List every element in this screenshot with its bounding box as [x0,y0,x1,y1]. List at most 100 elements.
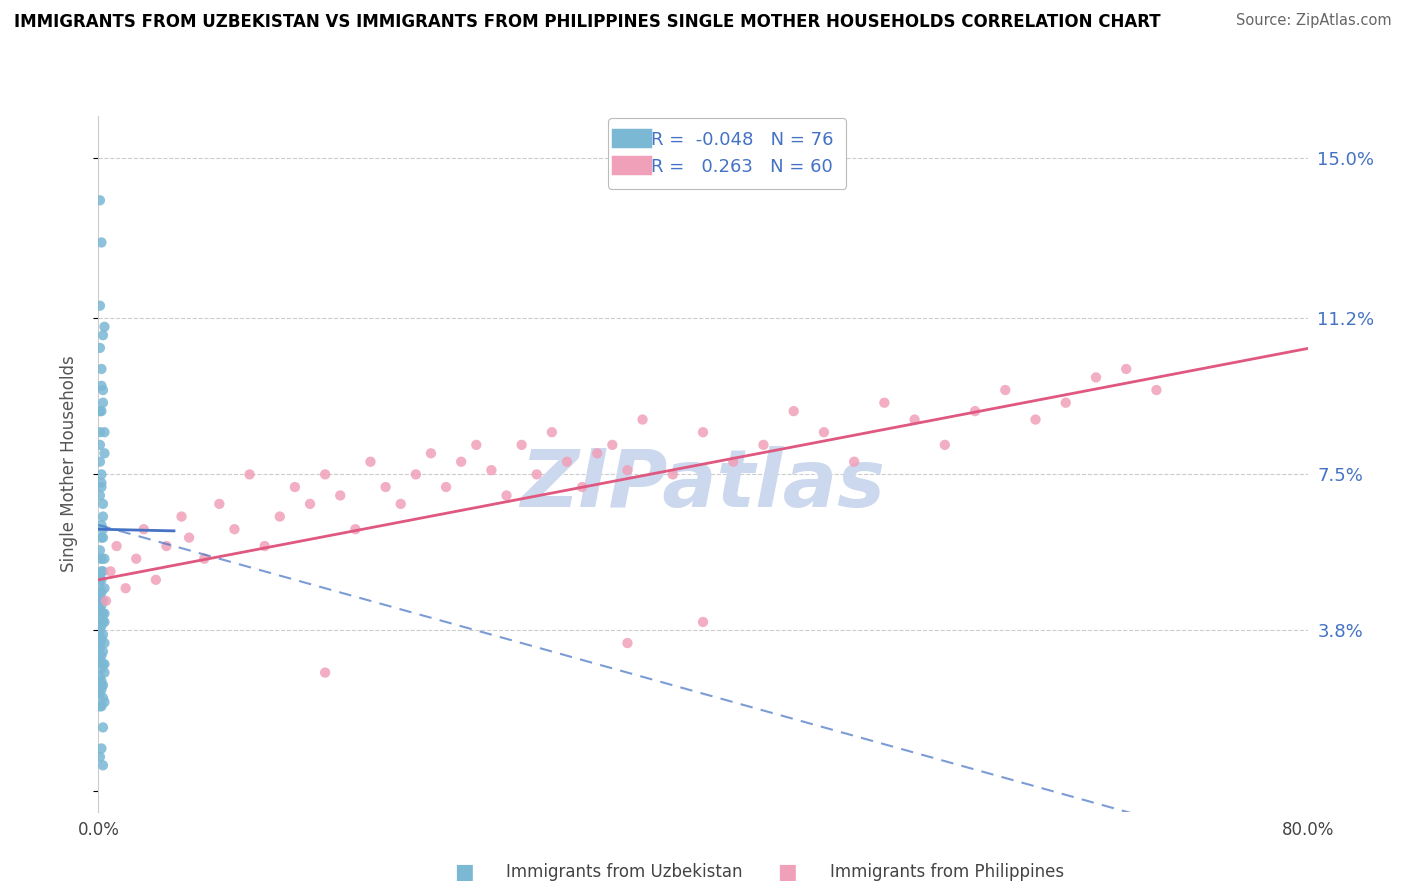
Point [723,455,745,469]
Text: IMMIGRANTS FROM UZBEKISTAN VS IMMIGRANTS FROM PHILIPPINES SINGLE MOTHER HOUSEHOL: IMMIGRANTS FROM UZBEKISTAN VS IMMIGRANTS… [14,13,1161,31]
Point [90,531,112,545]
Point [389,497,412,511]
Point [495,488,517,502]
Point [155,539,177,553]
Point [90,594,112,608]
Point [91,522,114,536]
Point [965,404,987,418]
Point [662,467,685,482]
Point [90,673,112,688]
Point [540,425,562,440]
Point [93,665,115,680]
Point [420,446,443,460]
Point [314,467,336,482]
Point [93,607,115,621]
Point [481,463,503,477]
Point [1115,362,1137,376]
Point [89,581,111,595]
Point [94,594,117,608]
Point [93,425,115,440]
Point [91,383,114,397]
Point [1144,383,1167,397]
Point [91,594,114,608]
Point [91,395,114,409]
Point [90,619,112,633]
Point [90,551,112,566]
Point [93,615,115,629]
Point [284,480,307,494]
Point [692,425,714,440]
Point [90,565,112,579]
Point [90,480,112,494]
Point [91,607,114,621]
Point [93,636,115,650]
Point [93,551,115,566]
Point [93,581,115,595]
Point [616,636,638,650]
Point [450,455,472,469]
Point [269,509,291,524]
Point [89,750,111,764]
Point [179,531,201,545]
Point [526,467,548,482]
Point [89,699,111,714]
Point [616,463,638,477]
Point [783,404,806,418]
Point [89,438,111,452]
Point [125,551,148,566]
Point [89,573,111,587]
Point [93,695,115,709]
Point [90,404,112,418]
Point [90,682,112,697]
Point [170,509,193,524]
Point [91,565,114,579]
Point [91,509,114,524]
Point [90,379,112,393]
Point [90,551,112,566]
Point [90,611,112,625]
Point [91,758,114,772]
Point [1054,395,1077,409]
Text: Source: ZipAtlas.com: Source: ZipAtlas.com [1236,13,1392,29]
Point [90,235,112,250]
Point [91,657,114,672]
Text: Immigrants from Philippines: Immigrants from Philippines [830,863,1064,881]
Point [90,573,112,587]
Point [89,602,111,616]
Point [1085,370,1108,384]
Point [344,522,367,536]
Point [91,615,114,629]
Point [132,522,155,536]
Text: ■: ■ [778,863,797,882]
Point [89,624,111,638]
Point [299,497,322,511]
Point [555,455,578,469]
Point [90,598,112,612]
Point [145,573,167,587]
Point [89,341,111,355]
Text: Immigrants from Uzbekistan: Immigrants from Uzbekistan [506,863,742,881]
Point [253,539,276,553]
Point [602,438,624,452]
Point [934,438,956,452]
Point [360,455,382,469]
Point [90,661,112,675]
Point [93,446,115,460]
Point [91,690,114,705]
Point [89,404,111,418]
Point [90,632,112,646]
Point [510,438,533,452]
Point [91,678,114,692]
Text: ZIPatlas: ZIPatlas [520,446,886,524]
Point [93,657,115,672]
Point [90,648,112,663]
Point [994,383,1017,397]
Point [100,565,122,579]
Legend: R =  -0.048   N = 76, R =   0.263   N = 60: R = -0.048 N = 76, R = 0.263 N = 60 [607,118,846,189]
Point [89,670,111,684]
Point [90,741,112,756]
Point [89,590,111,604]
Point [571,480,593,494]
Point [90,362,112,376]
Point [89,653,111,667]
